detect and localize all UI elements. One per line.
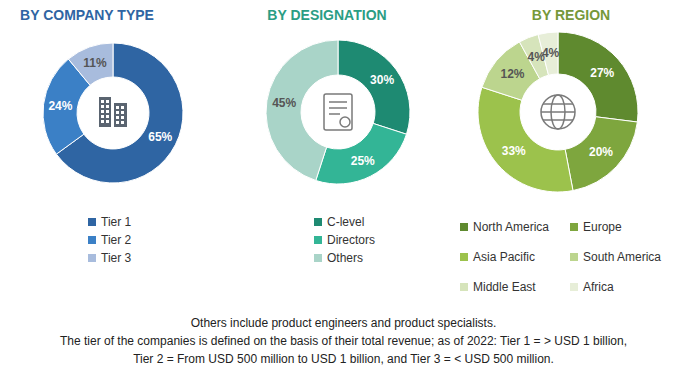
icon (340, 117, 350, 127)
icon-window (116, 111, 119, 114)
legend: North America Europe Asia Pacific South Ame… (460, 220, 661, 294)
footnote: Tier 2 = From USD 500 million to USD 1 b… (133, 352, 554, 366)
legend-swatch (314, 254, 322, 262)
chart-title: BY REGION (532, 7, 610, 23)
icon (329, 101, 347, 103)
data-label: 30% (370, 73, 394, 87)
icon-window (121, 121, 124, 124)
data-labels: 30% 25% 45% (272, 73, 394, 168)
icon-window (106, 100, 109, 103)
icon-window (116, 121, 119, 124)
icon-window (121, 106, 124, 109)
legend-swatch (460, 223, 468, 231)
icon (541, 95, 575, 129)
icon-window (106, 115, 109, 118)
icon-window (106, 105, 109, 108)
data-label: 27% (590, 66, 614, 80)
data-label: 25% (351, 154, 375, 168)
legend-swatch (570, 283, 578, 291)
donut-hole (78, 78, 148, 148)
icon-window (116, 106, 119, 109)
icon-building (114, 103, 127, 127)
donut-chart: BY COMPANY TYPE (20, 7, 183, 183)
icon (543, 103, 573, 105)
data-label: 12% (501, 67, 525, 81)
data-label: 33% (502, 144, 526, 158)
icon-building (99, 97, 111, 127)
legend-label: Tier 3 (101, 251, 132, 265)
icon (329, 113, 340, 115)
icon-window (101, 115, 104, 118)
data-label: 45% (272, 96, 296, 110)
legend: C-level Directors Others (314, 215, 375, 265)
legend-label: Others (327, 251, 363, 265)
legend-swatch (460, 253, 468, 261)
legend-swatch (570, 253, 578, 261)
legend-swatch (570, 223, 578, 231)
chart-title: BY COMPANY TYPE (20, 7, 154, 23)
legend-swatch (88, 218, 96, 226)
donut-hole (302, 76, 374, 148)
legend-swatch (460, 283, 468, 291)
icon (324, 94, 352, 130)
icon-window (116, 116, 119, 119)
icon-window (106, 110, 109, 113)
legend-label: C-level (327, 215, 364, 229)
legend-label: Middle East (473, 280, 536, 294)
footnote: Others include product engineers and pro… (191, 316, 497, 330)
legend-swatch (88, 236, 96, 244)
icon-window (101, 120, 104, 123)
legend: Tier 1 Tier 2 Tier 3 (88, 215, 132, 265)
data-labels: 65% 24% 11% (48, 56, 172, 144)
figure: BY COMPANY TYPE65%24%11%Tier 1Tier 2Tier… (0, 0, 687, 372)
legend-label: South America (583, 250, 661, 264)
icon (543, 119, 573, 121)
icon-window (101, 110, 104, 113)
legend-label: Asia Pacific (473, 250, 535, 264)
icon-window (121, 116, 124, 119)
donut-chart: BY DESIGNATION (266, 7, 410, 184)
data-label: 65% (148, 130, 172, 144)
legend-label: Directors (327, 233, 375, 247)
data-label: 20% (589, 145, 613, 159)
icon-window (101, 100, 104, 103)
legend-swatch (314, 218, 322, 226)
data-labels: 27%20%33%12%4%4% (501, 46, 615, 159)
icon (541, 111, 575, 113)
icon-window (121, 111, 124, 114)
legend-swatch (88, 254, 96, 262)
data-label: 24% (48, 99, 72, 113)
legend-label: Africa (583, 280, 614, 294)
icon-window (101, 105, 104, 108)
icon-window (106, 120, 109, 123)
donut-hole (521, 75, 595, 149)
legend-label: Tier 1 (101, 215, 132, 229)
chart-title: BY DESIGNATION (267, 7, 386, 23)
legend-label: Europe (583, 220, 622, 234)
data-label: 11% (83, 56, 107, 70)
data-label: 4% (542, 46, 560, 60)
footnote: The tier of the companies is defined on … (60, 334, 627, 348)
icon (329, 107, 347, 109)
legend-label: North America (473, 220, 549, 234)
icon (99, 97, 127, 127)
legend-swatch (314, 236, 322, 244)
footnotes: Others include product engineers and pro… (60, 316, 627, 366)
donut-chart: BY REGION (478, 7, 638, 192)
legend-label: Tier 2 (101, 233, 132, 247)
